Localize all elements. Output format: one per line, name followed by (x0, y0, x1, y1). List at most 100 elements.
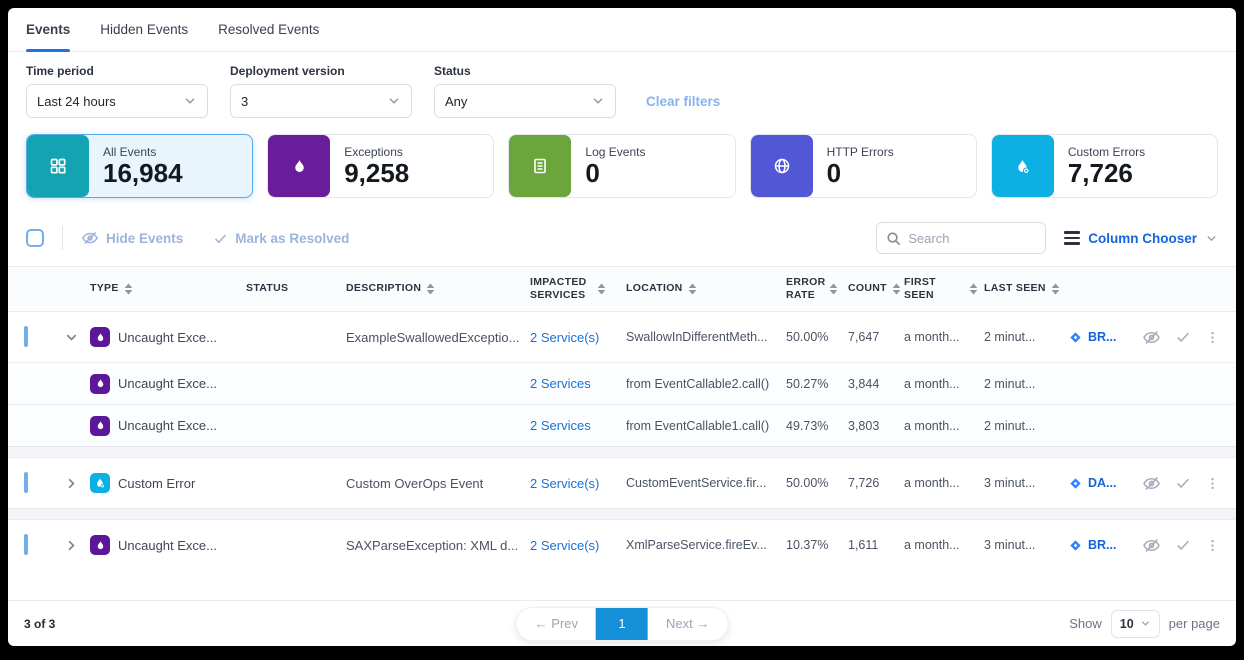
sort-icon[interactable] (829, 283, 838, 295)
event-count: 3,803 (848, 418, 880, 433)
jira-ticket-link[interactable]: BR... (1068, 538, 1140, 553)
time-period-select[interactable]: Last 24 hours (26, 84, 208, 118)
header-impacted-services[interactable]: IMPACTED SERVICES (530, 276, 626, 302)
current-page-button[interactable]: 1 (596, 607, 648, 640)
jira-diamond-icon (1068, 476, 1083, 491)
group-separator (8, 508, 1236, 520)
collapse-row-icon[interactable] (64, 330, 90, 345)
impacted-services-link[interactable]: 2 Services (530, 418, 591, 433)
card-value: 0 (826, 157, 842, 188)
event-location: SwallowInDifferentMeth... (626, 330, 768, 344)
hide-event-icon[interactable] (1142, 536, 1161, 555)
card-http-errors[interactable]: HTTP Errors 0 (749, 134, 977, 198)
card-all-events[interactable]: All Events 16,984 (26, 134, 254, 198)
card-log-events[interactable]: Log Events 0 (508, 134, 736, 198)
card-custom-errors[interactable]: Custom Errors 7,726 (990, 134, 1219, 198)
expand-row-icon[interactable] (64, 538, 90, 553)
card-label: Log Events (585, 144, 646, 159)
mark-resolved-button[interactable]: Mark as Resolved (213, 231, 349, 246)
card-exceptions[interactable]: Exceptions 9,258 (267, 134, 495, 198)
exception-type-icon (90, 415, 110, 436)
event-description: ExampleSwallowedExceptio... (346, 329, 520, 345)
kebab-menu-icon[interactable] (1205, 476, 1220, 491)
per-page-select[interactable]: 10 (1110, 609, 1160, 638)
select-all-checkbox[interactable] (26, 229, 44, 247)
jira-ticket-link[interactable]: DA... (1068, 476, 1140, 491)
sort-icon[interactable] (969, 283, 978, 295)
sort-icon[interactable] (688, 283, 697, 295)
tab-hidden-events[interactable]: Hidden Events (100, 22, 189, 37)
hide-event-icon[interactable] (1142, 328, 1161, 347)
header-last-seen[interactable]: LAST SEEN (984, 282, 1068, 295)
header-count[interactable]: COUNT (848, 282, 904, 295)
custom-error-type-icon (90, 473, 110, 493)
search-icon (886, 231, 901, 246)
prev-page-button[interactable]: ← Prev (534, 616, 578, 631)
row-checkbox[interactable] (24, 472, 28, 493)
header-type[interactable]: TYPE (90, 282, 246, 295)
summary-cards: All Events 16,984 Exceptions 9,258 Log Eve… (8, 132, 1236, 214)
toolbar-divider (62, 226, 63, 250)
error-rate: 50.27% (786, 376, 829, 391)
resolve-event-icon[interactable] (1175, 475, 1191, 491)
impacted-services-link[interactable]: 2 Services (530, 376, 591, 391)
table-header: TYPE STATUS DESCRIPTION IMPACTED SERVICE… (8, 266, 1236, 312)
per-page-value: 10 (1119, 616, 1134, 631)
sort-icon[interactable] (426, 283, 435, 295)
expand-row-icon[interactable] (64, 476, 90, 491)
sort-icon[interactable] (1051, 283, 1060, 295)
event-count: 3,844 (848, 376, 880, 391)
pager: ← Prev 1 Next → (515, 606, 729, 641)
search-input[interactable] (908, 230, 1037, 246)
table-row[interactable]: Uncaught Exce... ExampleSwallowedExcepti… (8, 312, 1236, 362)
table-subrow[interactable]: Uncaught Exce... 2 Services from EventCa… (8, 362, 1236, 404)
error-rate: 50.00% (786, 330, 829, 344)
event-description: SAXParseException: XML d... (346, 537, 519, 553)
row-checkbox[interactable] (24, 534, 28, 555)
hide-events-label: Hide Events (106, 230, 184, 246)
hamburger-icon (1064, 231, 1081, 245)
header-first-seen[interactable]: FIRST SEEN (904, 276, 984, 302)
row-count-summary: 3 of 3 (24, 616, 56, 631)
exception-type-icon (90, 327, 110, 347)
document-icon (509, 135, 572, 197)
last-seen: 3 minut... (984, 538, 1036, 552)
header-error-rate[interactable]: ERROR RATE (786, 276, 848, 302)
resolve-event-icon[interactable] (1175, 329, 1191, 345)
jira-ticket-link[interactable]: BR... (1068, 330, 1140, 345)
impacted-services-link[interactable]: 2 Service(s) (530, 329, 600, 345)
table-row[interactable]: Custom Error Custom OverOps Event 2 Serv… (8, 458, 1236, 508)
mark-resolved-label: Mark as Resolved (235, 230, 350, 246)
tab-events[interactable]: Events (26, 8, 71, 52)
pagination-bar: 3 of 3 ← Prev 1 Next → Show 10 per page (8, 600, 1236, 646)
kebab-menu-icon[interactable] (1205, 538, 1220, 553)
sort-icon[interactable] (597, 283, 606, 295)
impacted-services-link[interactable]: 2 Service(s) (530, 475, 600, 491)
row-checkbox[interactable] (24, 326, 28, 347)
clear-filters-button[interactable]: Clear filters (646, 94, 721, 109)
error-rate: 49.73% (786, 418, 829, 433)
table-row[interactable]: Uncaught Exce... SAXParseException: XML … (8, 520, 1236, 570)
grid-icon (27, 135, 89, 197)
deployment-version-select[interactable]: 3 (230, 84, 412, 118)
table-subrow[interactable]: Uncaught Exce... 2 Services from EventCa… (8, 404, 1236, 446)
tab-resolved-events[interactable]: Resolved Events (218, 22, 320, 37)
app-window: Events Hidden Events Resolved Events Tim… (8, 8, 1236, 646)
header-description[interactable]: DESCRIPTION (346, 282, 530, 295)
jira-diamond-icon (1068, 538, 1083, 553)
impacted-services-link[interactable]: 2 Service(s) (530, 537, 600, 553)
sort-icon[interactable] (124, 283, 133, 295)
card-value: 16,984 (103, 157, 183, 188)
kebab-menu-icon[interactable] (1205, 330, 1220, 345)
status-select[interactable]: Any (434, 84, 616, 118)
column-chooser-button[interactable]: Column Chooser (1064, 231, 1218, 246)
hide-events-button[interactable]: Hide Events (81, 229, 183, 247)
status-value: Any (445, 93, 468, 109)
next-page-button[interactable]: Next → (666, 616, 710, 631)
hide-event-icon[interactable] (1142, 474, 1161, 493)
header-location[interactable]: LOCATION (626, 282, 786, 295)
sort-icon[interactable] (892, 283, 901, 295)
chevron-down-icon (1205, 232, 1218, 245)
resolve-event-icon[interactable] (1175, 537, 1191, 553)
last-seen: 2 minut... (984, 330, 1036, 344)
